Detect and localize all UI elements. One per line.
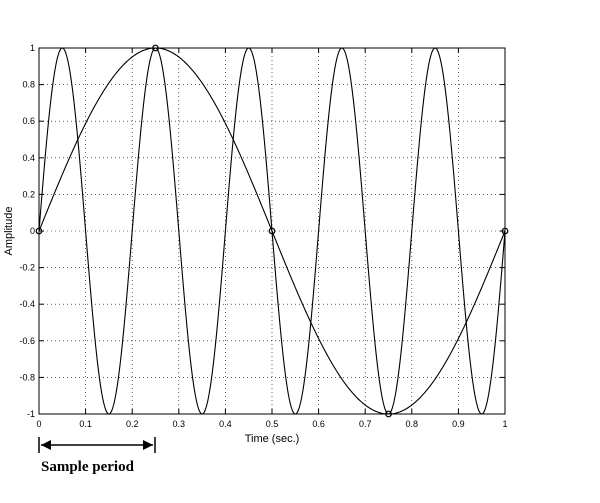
x-tick-label: 0.7 (359, 419, 372, 429)
y-tick-label: 0.2 (22, 189, 35, 199)
y-axis-title: Amplitude (3, 207, 15, 256)
y-tick-label: -1 (27, 409, 35, 419)
sample-period-arrowhead-left (41, 440, 51, 450)
sample-period-arrowhead-right (143, 440, 153, 450)
y-tick-label: 0.8 (22, 80, 35, 90)
x-tick-label: 0.4 (219, 419, 232, 429)
x-tick-label: 1 (502, 419, 507, 429)
sample-point (35, 227, 43, 235)
y-tick-label: 0.6 (22, 116, 35, 126)
x-tick-label: 0.5 (266, 419, 279, 429)
sample-point (385, 410, 392, 418)
x-tick-label: 0 (36, 419, 41, 429)
x-tick-label: 0.1 (79, 419, 92, 429)
sample-markers (35, 44, 509, 418)
series-group (38, 47, 506, 415)
y-tick-label: -0.6 (19, 336, 35, 346)
y-tick-label: 0.4 (22, 153, 35, 163)
series-line-2 (38, 47, 506, 415)
y-tick-label: -0.2 (19, 263, 35, 273)
x-tick-label: 0.6 (312, 419, 325, 429)
grid (39, 48, 505, 414)
x-axis-title: Time (sec.) (245, 433, 300, 445)
sample-period-annotation: Sample period (38, 437, 156, 475)
y-tick-label: 1 (30, 43, 35, 53)
sample-point (152, 44, 159, 52)
sample-period-label: Sample period (41, 459, 135, 475)
y-tick-label: -0.8 (19, 372, 35, 382)
x-tick-label: 0.8 (406, 419, 419, 429)
x-tick-label: 0.3 (173, 419, 186, 429)
y-tick-label: -0.4 (19, 299, 35, 309)
sample-point (268, 227, 276, 235)
y-tick-label: 0 (30, 226, 35, 236)
sample-point (501, 227, 509, 235)
x-tick-label: 0.9 (452, 419, 465, 429)
tick-labels: 0 0.1 0.2 0.3 0.4 0.5 0.6 0.7 0.8 0.9 1 1 0.8 0.6 0.4 0… (19, 43, 507, 429)
x-tick-label: 0.2 (126, 419, 139, 429)
